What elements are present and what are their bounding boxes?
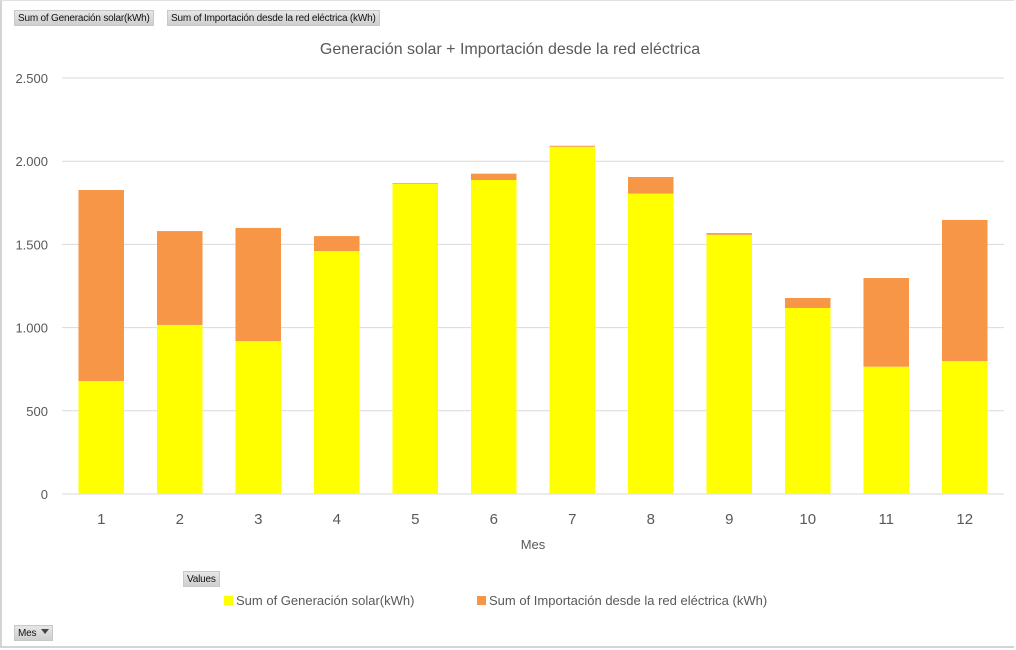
legend-label-solar: Sum of Generación solar(kWh)	[236, 593, 415, 608]
bar-import-6	[470, 173, 517, 181]
x-axis-ticks: 1 2 3 4 5 6 7 8 9 10 11 12	[97, 511, 973, 528]
bar-import-7	[549, 145, 596, 147]
y-tick-label: 2.500	[15, 71, 48, 86]
bar-import-5	[392, 182, 439, 184]
bar-solar-12	[941, 361, 988, 494]
bar-import-3	[235, 227, 282, 342]
bar-solar-9	[706, 234, 753, 495]
x-tick-label: 12	[956, 511, 973, 528]
legend-swatch-solar	[224, 596, 233, 605]
bar-import-10	[784, 297, 831, 308]
bar-solar-7	[549, 146, 596, 494]
legend-item-import: Sum of Importación desde la red eléctric…	[477, 593, 767, 608]
y-tick-label: 0	[41, 487, 48, 502]
x-axis-label: Mes	[521, 537, 546, 552]
x-tick-label: 7	[568, 511, 576, 528]
bar-solar-10	[784, 307, 831, 494]
dropdown-arrow-icon	[41, 629, 50, 634]
x-tick-label: 5	[411, 511, 419, 528]
bar-import-2	[156, 231, 203, 325]
value-field-button-solar[interactable]: Sum of Generación solar(kWh)	[14, 10, 154, 26]
x-tick-label: 3	[254, 511, 262, 528]
values-field-button[interactable]: Values	[183, 571, 220, 587]
x-tick-label: 9	[725, 511, 733, 528]
legend-label-import: Sum of Importación desde la red eléctric…	[489, 593, 768, 608]
bar-solar-3	[235, 341, 282, 494]
x-tick-label: 8	[647, 511, 655, 528]
y-tick-label: 1.000	[15, 321, 48, 336]
legend-swatch-import	[477, 596, 486, 605]
chart-title: Generación solar + Importación desde la …	[320, 41, 700, 58]
bar-import-1	[78, 189, 125, 382]
x-tick-label: 1	[97, 511, 105, 528]
bar-solar-1	[78, 381, 125, 494]
bar-solar-2	[156, 324, 203, 494]
bar-solar-6	[470, 180, 517, 494]
bar-import-9	[706, 233, 753, 235]
legend-item-solar: Sum of Generación solar(kWh)	[224, 593, 414, 608]
bar-import-11	[863, 278, 910, 367]
axis-field-label: Mes	[18, 628, 37, 639]
y-tick-label: 1.500	[15, 237, 48, 252]
bar-solar-4	[313, 251, 360, 494]
x-tick-label: 4	[333, 511, 341, 528]
y-tick-label: 500	[26, 404, 48, 419]
bar-solar-5	[392, 183, 439, 494]
y-axis-ticks: 0 500 1.000 1.500 2.000 2.500	[15, 71, 48, 502]
x-tick-label: 10	[799, 511, 816, 528]
bars	[78, 145, 988, 495]
bar-solar-11	[863, 366, 910, 494]
y-tick-label: 2.000	[15, 154, 48, 169]
x-tick-label: 6	[490, 511, 498, 528]
bar-import-12	[941, 219, 988, 362]
bar-solar-8	[627, 193, 674, 494]
x-tick-label: 11	[878, 511, 894, 528]
value-field-button-import[interactable]: Sum of Importación desde la red eléctric…	[167, 10, 380, 26]
x-tick-label: 2	[176, 511, 184, 528]
bar-import-4	[313, 236, 360, 252]
axis-field-button-mes[interactable]: Mes	[14, 625, 54, 641]
bar-import-8	[627, 177, 674, 194]
gridlines	[62, 77, 1004, 495]
